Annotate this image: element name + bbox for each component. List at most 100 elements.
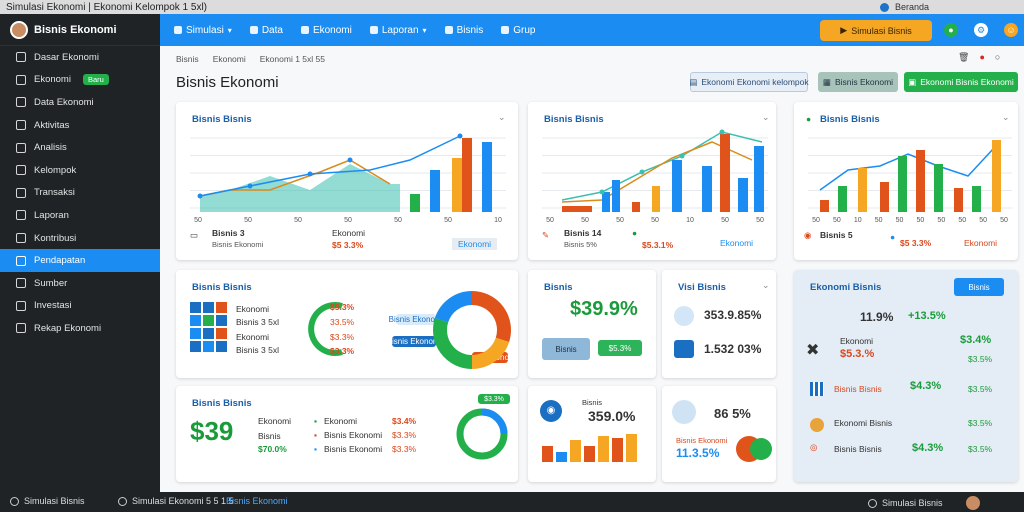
sidebar-item[interactable]: Analisis bbox=[0, 136, 160, 159]
point bbox=[599, 189, 605, 195]
stat-sub: Bisnis Ekonomi bbox=[212, 240, 264, 249]
sidebar-item[interactable]: Rekap Ekonomi bbox=[0, 317, 160, 340]
bar bbox=[542, 446, 553, 462]
x-tick-label: 50 bbox=[979, 217, 987, 224]
x-tick-label: 50 bbox=[294, 217, 302, 224]
menu-icon bbox=[369, 26, 378, 34]
sidebar-item[interactable]: Sumber bbox=[0, 272, 160, 295]
card-action-button[interactable]: Bisnis bbox=[954, 278, 1004, 296]
info-icon bbox=[10, 496, 19, 506]
chevron-down-icon[interactable]: ⌄ bbox=[762, 112, 770, 122]
tile bbox=[203, 328, 214, 339]
bar bbox=[612, 180, 620, 212]
status-link[interactable]: Bisnis Ekonomi bbox=[226, 496, 288, 506]
box-icon bbox=[16, 74, 26, 85]
globe-icon bbox=[16, 278, 26, 289]
stat-label: Bisnis 5 bbox=[820, 230, 853, 240]
primary-action-button[interactable]: ▣ Ekonomi Bisnis Ekonomi bbox=[904, 72, 1018, 92]
bar bbox=[612, 438, 623, 462]
x-tick-label: 10 bbox=[854, 217, 862, 224]
status-text: Simulasi Bisnis bbox=[24, 496, 85, 506]
chevron-down-icon[interactable]: ⌄ bbox=[762, 280, 770, 290]
play-icon: ▶ bbox=[840, 25, 848, 35]
simulate-button[interactable]: ▶ Simulasi Bisnis bbox=[820, 20, 932, 41]
globe-icon[interactable]: ● bbox=[944, 23, 958, 37]
combo-chart: 50 50 50 50 50 50 10 bbox=[190, 133, 506, 224]
clock-icon bbox=[118, 496, 127, 506]
user-icon[interactable]: ☺ bbox=[1004, 23, 1018, 37]
sidebar-item[interactable]: Laporan bbox=[0, 204, 160, 227]
sidebar-item[interactable]: Pendapatan bbox=[0, 249, 160, 272]
sidebar-item[interactable]: Aktivitas bbox=[0, 114, 160, 137]
tile-grid-icon bbox=[190, 302, 227, 352]
line-series bbox=[199, 135, 461, 197]
status-text: Simulasi Ekonomi 5 5 1 5 bbox=[132, 496, 234, 506]
x-tick-label: 50 bbox=[937, 217, 945, 224]
tile bbox=[216, 341, 227, 352]
row-value: $70.0% bbox=[258, 444, 287, 454]
sidebar-item[interactable]: Kontribusi bbox=[0, 227, 160, 250]
donut-segment bbox=[471, 291, 511, 343]
row-label: Bisnis Bisnis bbox=[834, 444, 882, 454]
point bbox=[679, 153, 685, 159]
tile bbox=[203, 341, 214, 352]
x-tick-label: 50 bbox=[917, 217, 925, 224]
titlebar-label: Beranda bbox=[895, 2, 930, 12]
settings-icon[interactable]: ⚙ bbox=[974, 23, 988, 37]
tile bbox=[216, 328, 227, 339]
top-nav-item[interactable]: Simulasi ▾ bbox=[174, 25, 232, 36]
secondary-action-button[interactable]: ▤ Ekonomi Ekonomi kelompok bbox=[689, 72, 809, 92]
top-nav-item[interactable]: Ekonomi bbox=[300, 25, 352, 36]
sidebar-item[interactable]: Investasi bbox=[0, 295, 160, 318]
kpi-value-2: 11.3.5% bbox=[676, 446, 720, 460]
bar bbox=[702, 166, 712, 212]
ring-value: 33.5% bbox=[330, 317, 355, 327]
sidebar-item[interactable]: Dasar Ekonomi bbox=[0, 46, 160, 69]
person-icon bbox=[674, 306, 694, 326]
chevron-down-icon[interactable]: ⌄ bbox=[1002, 112, 1010, 122]
coin-icon bbox=[810, 418, 824, 432]
chevron-down-icon[interactable]: ⌄ bbox=[498, 112, 506, 122]
bar bbox=[562, 206, 592, 212]
sidebar-item[interactable]: Ekonomi Baru bbox=[0, 69, 160, 92]
x-tick-label: 50 bbox=[394, 217, 402, 224]
row-label: Ekonomi bbox=[840, 336, 874, 346]
sidebar-badge: Baru bbox=[82, 74, 109, 86]
info-icon[interactable]: ○ bbox=[994, 52, 1001, 62]
breadcrumb-item[interactable]: Bisnis bbox=[176, 54, 199, 64]
main-content: Bisnis Ekonomi Ekonomi 1 5xl 55 🗑 ● ○ Bi… bbox=[160, 46, 1024, 492]
top-nav-item[interactable]: Bisnis bbox=[444, 25, 483, 36]
tertiary-action-button[interactable]: ▦ Bisnis Ekonomi bbox=[818, 72, 898, 92]
top-nav-item[interactable]: Data bbox=[249, 25, 283, 36]
card-link[interactable]: Ekonomi bbox=[452, 238, 498, 250]
x-tick-label: 50 bbox=[344, 217, 352, 224]
row-label: Bisnis Bisnis bbox=[834, 384, 882, 394]
breadcrumb-item: Ekonomi 1 5xl 55 bbox=[259, 54, 325, 64]
top-nav-label: Grup bbox=[513, 24, 536, 36]
sidebar-item[interactable]: Data Ekonomi bbox=[0, 91, 160, 114]
card-link[interactable]: Ekonomi bbox=[964, 238, 998, 248]
gear-icon bbox=[16, 233, 26, 244]
status-text: Simulasi Bisnis bbox=[882, 498, 943, 508]
menu-icon bbox=[444, 26, 453, 34]
sidebar-item-label: Dasar Ekonomi bbox=[34, 51, 99, 63]
breadcrumb-item[interactable]: Ekonomi bbox=[212, 54, 246, 64]
top-nav-item[interactable]: Laporan ▾ bbox=[369, 25, 427, 36]
x-tick-label: 50 bbox=[546, 217, 554, 224]
sidebar-item[interactable]: Transaksi bbox=[0, 182, 160, 205]
alert-icon[interactable]: ● bbox=[979, 52, 985, 62]
top-nav-item[interactable]: Grup bbox=[501, 25, 535, 36]
sidebar-brand[interactable]: Bisnis Ekonomi bbox=[0, 14, 160, 46]
x-tick-label: 50 bbox=[581, 217, 589, 224]
bar bbox=[584, 446, 595, 462]
avatar[interactable] bbox=[965, 496, 980, 510]
row-right-sub: $3.5% bbox=[968, 444, 993, 454]
card-link[interactable]: Ekonomi bbox=[720, 238, 754, 248]
barcode-icon bbox=[810, 382, 824, 396]
x-tick-label: 50 bbox=[651, 217, 659, 224]
sidebar-item[interactable]: Kelompok bbox=[0, 159, 160, 182]
home-icon[interactable] bbox=[880, 2, 889, 12]
bar bbox=[880, 182, 889, 212]
trash-icon[interactable]: 🗑 bbox=[958, 52, 970, 62]
card-title: Visi Bisnis bbox=[678, 282, 726, 293]
